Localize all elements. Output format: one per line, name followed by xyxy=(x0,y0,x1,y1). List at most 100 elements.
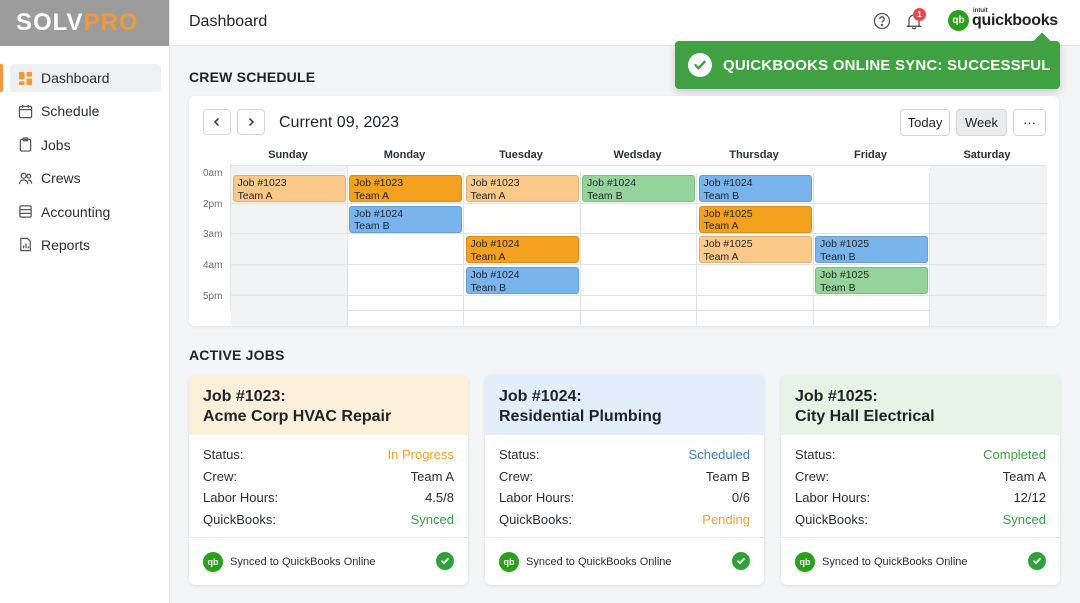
active-job-card[interactable]: Job #1025: City Hall Electrical Status: Com… xyxy=(781,375,1060,585)
active-job-card[interactable]: Job #1023: Acme Corp HVAC Repair Status: In… xyxy=(189,375,468,585)
schedule-job-block[interactable]: Job #1023 Team A xyxy=(232,175,346,202)
calendar-icon xyxy=(18,104,33,119)
job-crew-label: Crew: xyxy=(795,468,829,484)
job-status-value: In Progress xyxy=(387,447,454,463)
schedule-job-block[interactable]: Job #1025 Team B xyxy=(815,267,928,295)
schedule-cell[interactable] xyxy=(814,295,930,327)
schedule-cell[interactable] xyxy=(697,295,814,327)
schedule-cell[interactable] xyxy=(464,265,581,296)
sidebar-item-jobs[interactable]: Jobs xyxy=(10,131,161,159)
job-crew-value: Team A xyxy=(1002,468,1046,484)
qb-icon: qb xyxy=(203,551,223,572)
job-number: Job #1024 xyxy=(470,238,520,251)
schedule-cell[interactable] xyxy=(697,173,814,204)
schedule-job-block[interactable]: Job #1025 Team B xyxy=(815,236,928,264)
schedule-cell[interactable] xyxy=(930,173,1047,204)
toast-message: QUICKBOOKS ONLINE SYNC: SUCCESSFUL xyxy=(723,56,1051,74)
schedule-cell[interactable] xyxy=(813,173,930,204)
schedule-cell[interactable] xyxy=(347,203,464,235)
schedule-job-block[interactable]: Job #1024 Team B xyxy=(698,175,812,202)
job-crew-label: Crew: xyxy=(203,468,237,484)
schedule-cell[interactable] xyxy=(580,173,697,204)
schedule-cell[interactable] xyxy=(231,234,348,266)
schedule-cell[interactable] xyxy=(813,265,930,296)
job-number: Job #1024 xyxy=(470,269,520,282)
schedule-cell[interactable] xyxy=(930,295,1047,327)
report-icon xyxy=(18,237,33,252)
schedule-cell[interactable] xyxy=(231,265,348,296)
schedule-cell[interactable] xyxy=(231,295,348,327)
week-view-button[interactable]: Week xyxy=(956,109,1007,136)
schedule-cell[interactable] xyxy=(347,173,464,204)
page-title: Dashboard xyxy=(189,13,268,30)
schedule-grid: Job #1023 Team A Job #1023 Team A Job #1024 T… xyxy=(230,165,1047,327)
prev-week-button[interactable] xyxy=(203,109,231,135)
job-card-title-name: Residential Plumbing xyxy=(499,408,662,425)
job-team: Team B xyxy=(587,189,623,202)
schedule-cell[interactable] xyxy=(580,203,697,235)
schedule-cell[interactable] xyxy=(464,234,581,266)
schedule-cell xyxy=(930,166,1047,173)
chevron-left-icon xyxy=(213,117,220,127)
schedule-job-block[interactable]: Job #1024 Team B xyxy=(582,175,695,202)
schedule-cell[interactable] xyxy=(348,295,464,327)
sidebar-item-crews[interactable]: Crews xyxy=(10,164,161,192)
sidebar-item-schedule[interactable]: Schedule xyxy=(10,97,161,125)
schedule-cell xyxy=(231,166,348,173)
schedule-job-block[interactable]: Job #1023 Team A xyxy=(465,175,579,202)
sidebar-item-dashboard[interactable]: Dashboard xyxy=(0,64,161,92)
help-icon[interactable] xyxy=(873,12,891,30)
day-label: Saturday xyxy=(963,149,1011,161)
job-team: Team B xyxy=(354,220,390,233)
day-label: Wedsday xyxy=(613,149,662,161)
brand-logo[interactable]: SOLV PRO xyxy=(0,0,169,46)
qb-icon: qb xyxy=(499,551,519,572)
schedule-cell[interactable] xyxy=(697,234,814,266)
schedule-job-block[interactable]: Job #1024 Team B xyxy=(465,267,579,295)
day-label: Thursday xyxy=(729,149,779,161)
more-options-button[interactable]: ··· xyxy=(1013,109,1046,136)
schedule-cell[interactable] xyxy=(347,265,464,296)
sync-status-text: Synced to QuickBooks Online xyxy=(230,555,376,568)
job-card-details: Status: Completed Crew: Team A Labor Hours: 1… xyxy=(781,435,1060,538)
schedule-cell[interactable] xyxy=(813,234,930,266)
schedule-job-block[interactable]: Job #1024 Team A xyxy=(465,236,579,264)
intuit-label: intuit xyxy=(973,7,988,14)
sidebar-item-reports[interactable]: Reports xyxy=(10,231,161,259)
today-button[interactable]: Today xyxy=(900,109,950,136)
active-job-card[interactable]: Job #1024: Residential Plumbing Status: Sch… xyxy=(485,375,764,585)
job-status-row: Status: Completed xyxy=(795,444,1046,466)
sidebar-item-accounting[interactable]: Accounting xyxy=(10,198,161,226)
job-card-title-number: Job #1024: xyxy=(499,388,582,405)
job-labor-value: 12/12 xyxy=(1013,490,1046,506)
job-card-title-name: Acme Corp HVAC Repair xyxy=(203,408,392,425)
schedule-cell[interactable] xyxy=(464,295,581,327)
schedule-job-block[interactable]: Job #1025 Team A xyxy=(698,236,812,264)
schedule-cell[interactable] xyxy=(464,173,581,204)
job-card-footer: qb Synced to QuickBooks Online xyxy=(189,538,468,585)
schedule-job-block[interactable]: Job #1023 Team A xyxy=(349,175,462,202)
schedule-cell[interactable] xyxy=(580,234,697,266)
schedule-cell[interactable] xyxy=(697,203,814,235)
job-quickbooks-value: Pending xyxy=(702,511,750,527)
schedule-cell[interactable] xyxy=(697,265,814,296)
schedule-cell[interactable] xyxy=(813,203,930,235)
schedule-cell[interactable] xyxy=(347,234,464,266)
next-week-button[interactable] xyxy=(237,109,265,135)
schedule-job-block[interactable]: Job #1025 Team A xyxy=(698,205,812,233)
sidebar-item-label: Dashboard xyxy=(41,70,110,86)
job-team: Team B xyxy=(820,281,856,294)
day-label: Tuesday xyxy=(499,149,543,161)
time-label: 3am xyxy=(203,229,223,241)
schedule-cell[interactable] xyxy=(464,203,581,235)
job-labor-label: Labor Hours: xyxy=(795,490,871,506)
schedule-cell[interactable] xyxy=(581,295,697,327)
schedule-cell[interactable] xyxy=(231,203,348,235)
schedule-cell[interactable] xyxy=(930,234,1047,266)
schedule-cell[interactable] xyxy=(930,203,1047,235)
schedule-cell[interactable] xyxy=(930,265,1047,296)
job-labor-value: 0/6 xyxy=(731,490,750,506)
schedule-job-block[interactable]: Job #1024 Team B xyxy=(349,205,462,233)
sidebar-item-label: Schedule xyxy=(41,103,100,120)
schedule-cell[interactable] xyxy=(580,265,697,296)
